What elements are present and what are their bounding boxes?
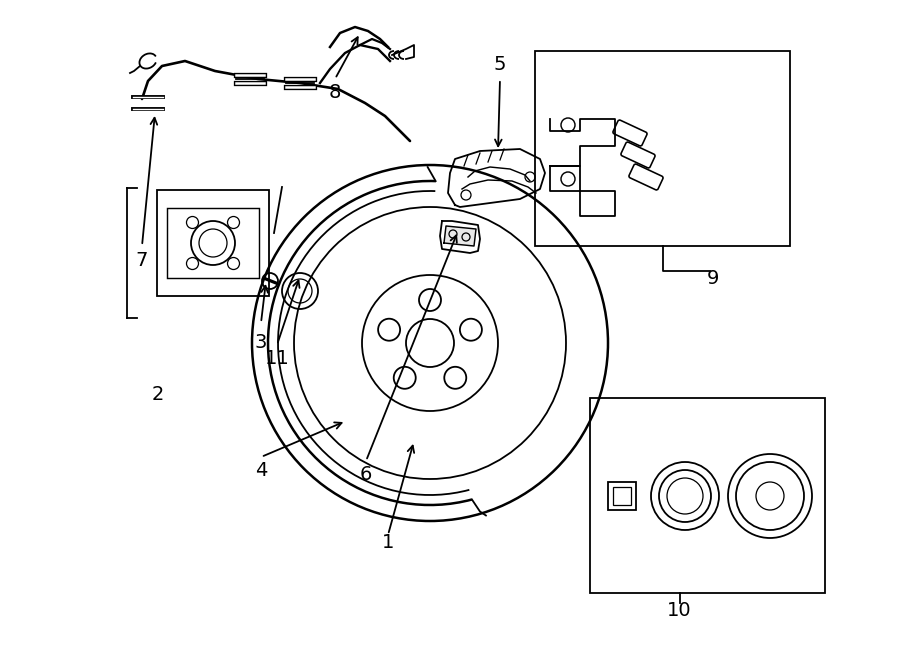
Text: 8: 8 <box>328 83 341 102</box>
Bar <box>157 190 269 296</box>
Polygon shape <box>444 226 476 246</box>
Text: 2: 2 <box>152 385 164 405</box>
Bar <box>590 398 825 593</box>
Text: 5: 5 <box>494 56 506 75</box>
Bar <box>167 208 259 278</box>
Text: 4: 4 <box>255 461 267 481</box>
Bar <box>608 482 636 510</box>
Text: 11: 11 <box>265 350 290 368</box>
Text: 7: 7 <box>136 251 149 270</box>
Text: 9: 9 <box>706 270 719 288</box>
Text: 6: 6 <box>360 465 373 485</box>
Text: 10: 10 <box>667 602 691 621</box>
Text: 3: 3 <box>255 334 267 352</box>
Bar <box>613 487 631 505</box>
Text: 1: 1 <box>382 533 394 553</box>
Bar <box>535 51 790 246</box>
